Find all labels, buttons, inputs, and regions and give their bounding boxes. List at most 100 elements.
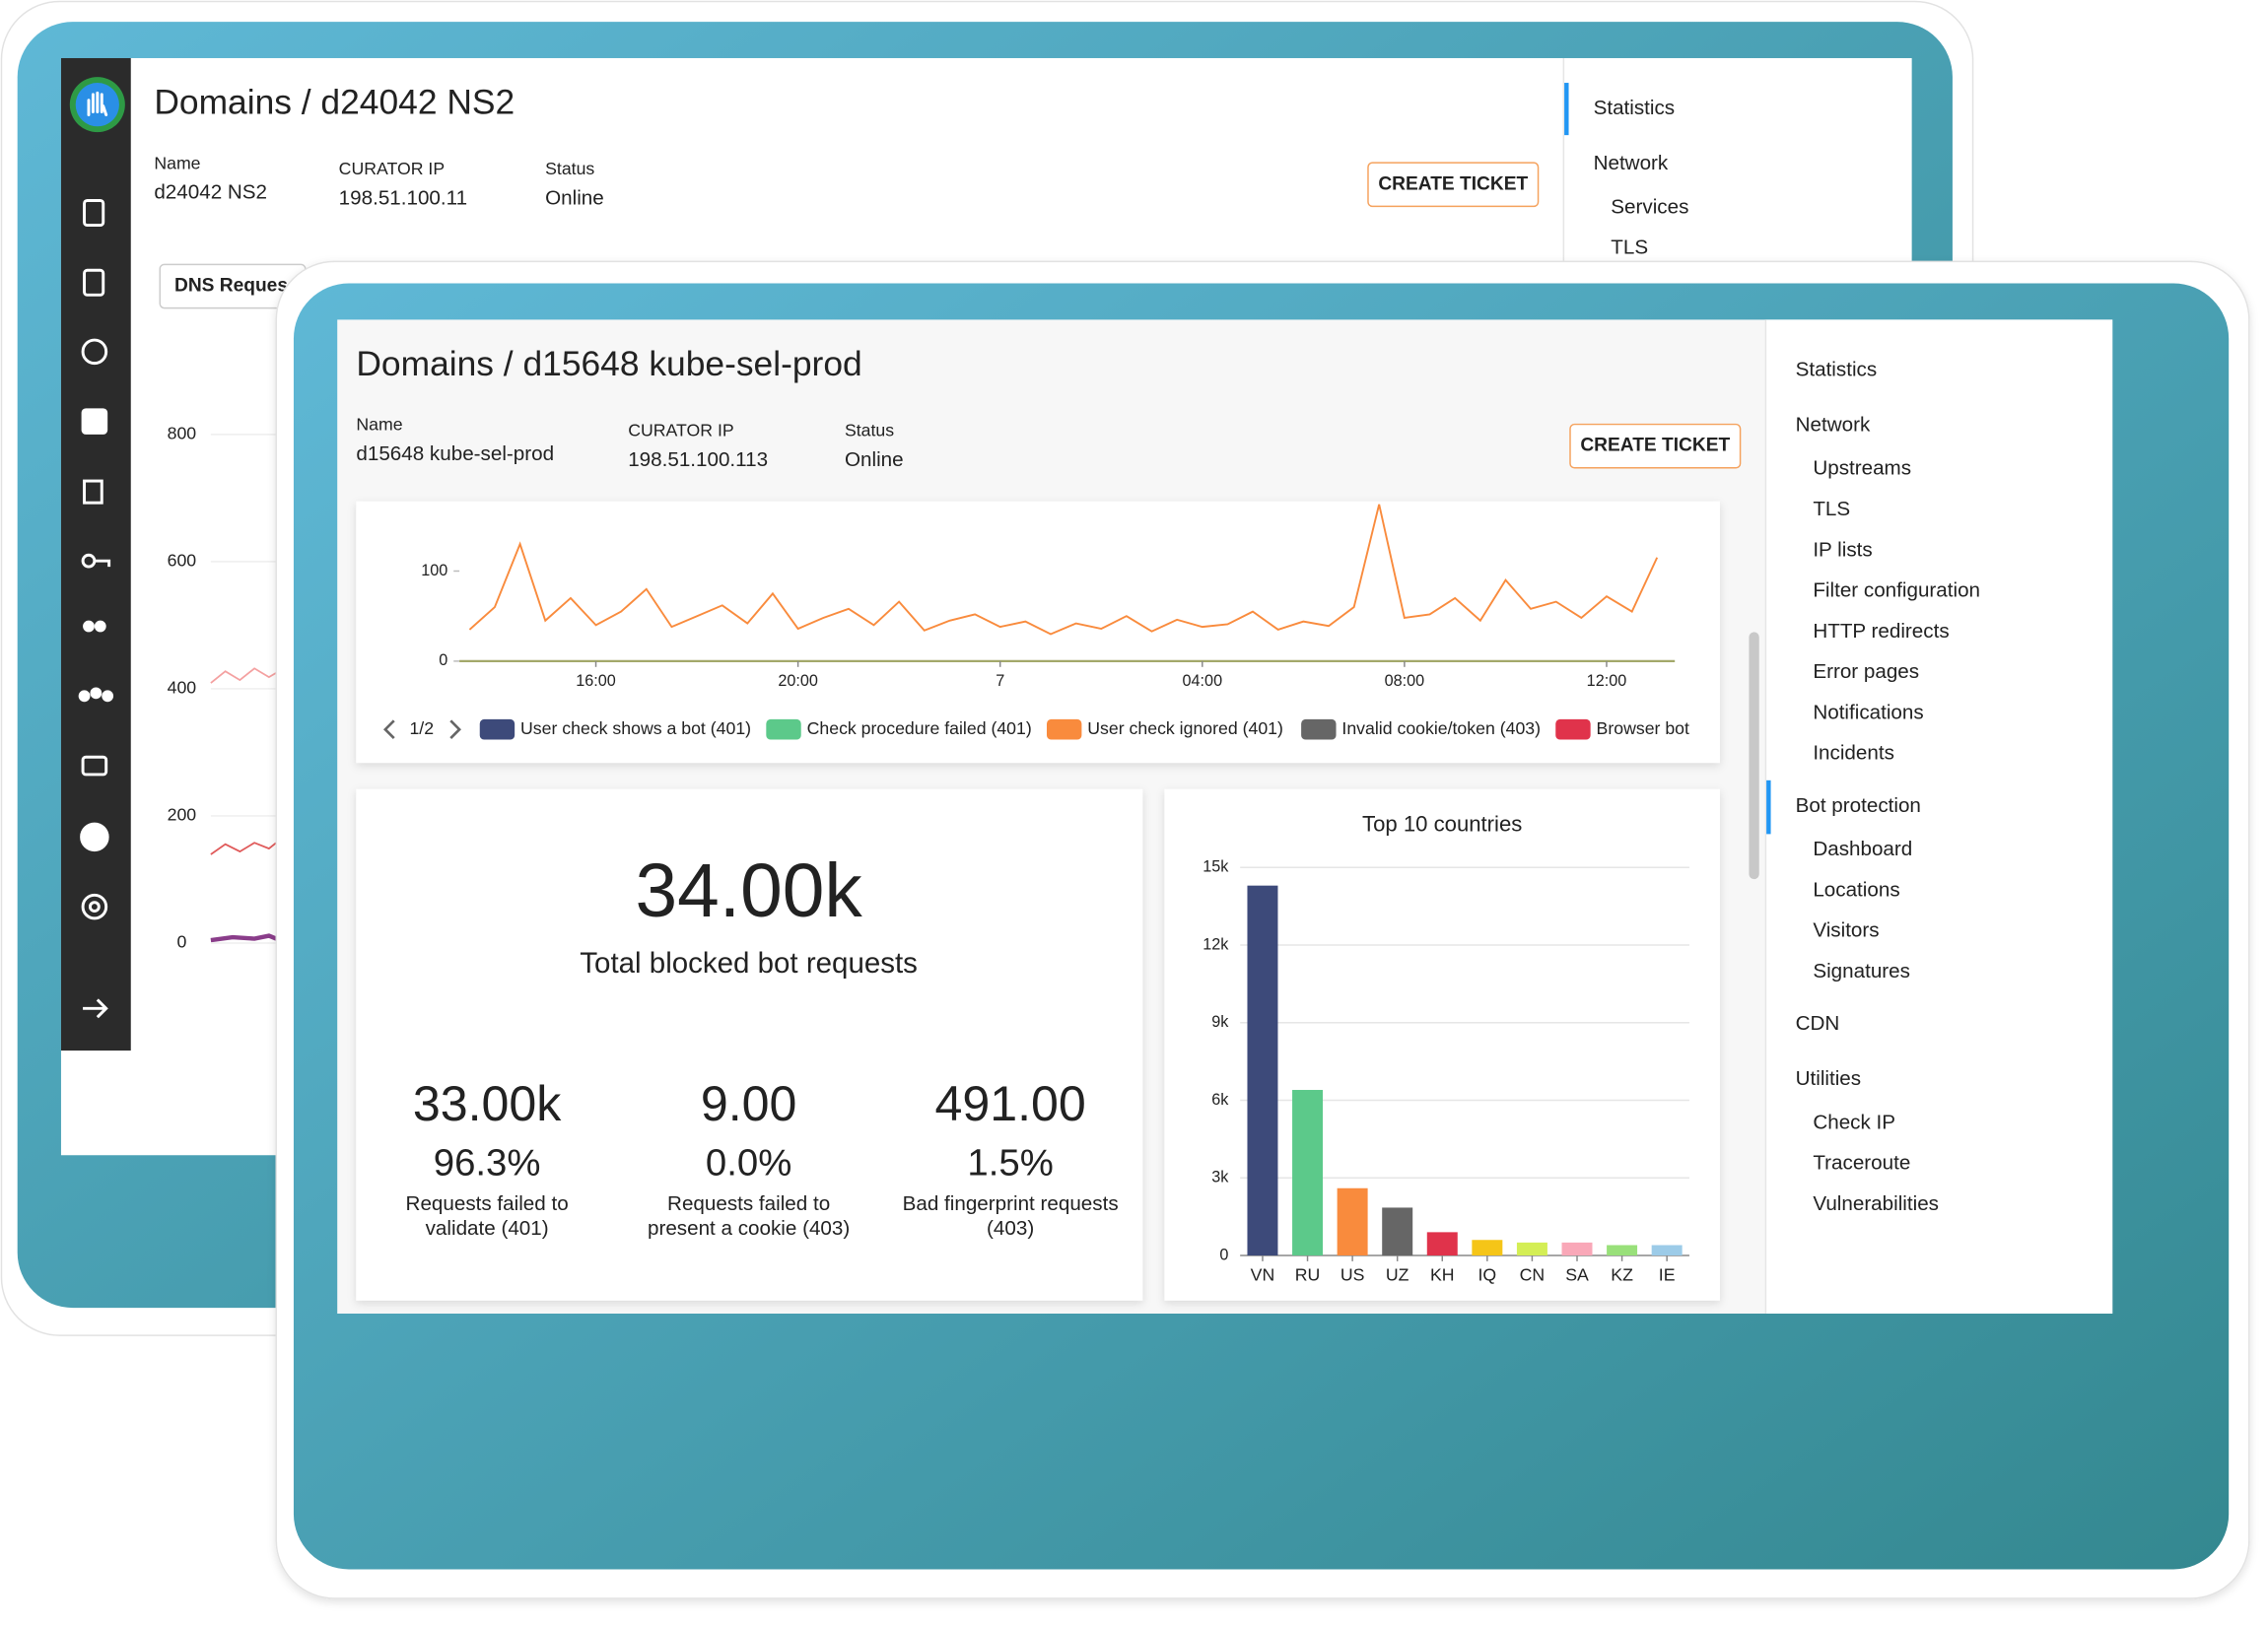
field-value: d24042 NS2 [154, 181, 267, 204]
field-label: Status [545, 159, 594, 178]
nav-item: HTTP redirects [1813, 620, 1949, 643]
y-tick-label: 3k [1211, 1169, 1229, 1186]
nav-item: Utilities [1796, 1067, 1861, 1090]
y-tick-label: 0 [439, 651, 447, 669]
legend-label: User check ignored (401) [1087, 718, 1283, 738]
stat-label: present a cookie (403) [648, 1217, 850, 1240]
legend-label: Check procedure failed (401) [807, 718, 1032, 738]
x-tick-label: UZ [1386, 1264, 1409, 1284]
y-tick-label: 800 [168, 424, 197, 443]
bar [1651, 1245, 1683, 1255]
stat-value: 491.00 [934, 1076, 1085, 1131]
x-tick-label: US [1340, 1264, 1365, 1284]
legend-pager-arrows[interactable] [382, 719, 461, 740]
x-tick-label: RU [1295, 1264, 1321, 1284]
y-tick-label: 9k [1211, 1013, 1229, 1031]
field-label: CURATOR IP [339, 159, 445, 178]
x-tick-label: 08:00 [1385, 672, 1425, 690]
front-nav [1764, 319, 2113, 1314]
x-tick-label: KZ [1611, 1264, 1633, 1284]
y-tick-label: 400 [168, 678, 197, 698]
field-label: Name [356, 415, 402, 435]
back-sidebar [60, 57, 131, 1051]
field-value: 198.51.100.113 [628, 448, 768, 471]
legend-swatch[interactable] [1047, 718, 1082, 740]
back-line-b [210, 842, 277, 855]
y-tick-label: 0 [176, 932, 186, 952]
nav-item: Upstreams [1813, 457, 1911, 480]
field-label: CURATOR IP [628, 421, 733, 440]
front-nav-border [1764, 319, 1767, 1314]
bar [1516, 1242, 1547, 1255]
nav-item: IP lists [1813, 538, 1872, 561]
x-tick-label: IQ [1478, 1264, 1497, 1284]
nav-item: Locations [1813, 878, 1899, 901]
nav-item: Incidents [1813, 742, 1894, 765]
bar [1561, 1242, 1593, 1255]
nav-item: Filter configuration [1813, 579, 1980, 602]
create-ticket-button[interactable] [1367, 162, 1540, 208]
nav-item: TLS [1813, 498, 1850, 520]
create-ticket-button[interactable] [1569, 423, 1742, 469]
legend-swatch[interactable] [1555, 718, 1591, 740]
field-label: Status [845, 421, 894, 440]
y-tick-label: 15k [1203, 858, 1229, 876]
x-tick-label: VN [1251, 1264, 1275, 1284]
back-nav-indicator [1564, 83, 1569, 136]
nav-item: Services [1611, 195, 1688, 218]
y-tick-label: 12k [1203, 935, 1229, 953]
x-tick-label: 12:00 [1587, 672, 1627, 690]
stat-value: 9.00 [701, 1076, 797, 1131]
field-label: Name [154, 153, 200, 172]
y-tick-label: 0 [1219, 1246, 1228, 1263]
stat-label: validate (401) [426, 1217, 549, 1240]
x-tick-label: SA [1565, 1264, 1589, 1284]
bar [1382, 1207, 1413, 1255]
stat-label: Requests failed to [667, 1192, 830, 1215]
x-tick-label: 04:00 [1183, 672, 1223, 690]
legend-swatch[interactable] [766, 718, 801, 740]
legend-label: Browser bot [1597, 718, 1689, 738]
x-tick-label: CN [1520, 1264, 1546, 1284]
back-line-a [210, 667, 277, 684]
field-value: 198.51.100.11 [339, 186, 467, 209]
field-value: Online [545, 186, 604, 209]
stat-label: Bad fingerprint requests [903, 1192, 1119, 1215]
total-label: Total blocked bot requests [580, 947, 918, 980]
y-tick-label: 600 [168, 551, 197, 571]
stat-percent: 1.5% [967, 1142, 1053, 1185]
y-tick-label: 6k [1211, 1091, 1229, 1109]
stat-percent: 96.3% [434, 1142, 541, 1185]
legend-swatch[interactable] [1301, 718, 1337, 740]
summary-card [356, 788, 1143, 1301]
back-line-c [210, 933, 278, 943]
y-tick-label: 200 [168, 805, 197, 825]
total-value: 34.00k [636, 849, 863, 933]
legend-label: User check shows a bot (401) [520, 718, 751, 738]
back-nav-border [1562, 57, 1565, 291]
chart-title: Top 10 countries [1362, 811, 1522, 836]
nav-item: Network [1796, 413, 1871, 436]
field-value: d15648 kube-sel-prod [356, 442, 554, 465]
nav-item: Vulnerabilities [1813, 1192, 1939, 1215]
bar [1607, 1245, 1638, 1255]
front-nav-indicator [1766, 779, 1771, 835]
sidebar-icons [78, 199, 114, 1019]
stat-label: (403) [987, 1217, 1034, 1240]
stat-percent: 0.0% [706, 1142, 791, 1185]
x-tick-label: 20:00 [778, 672, 818, 690]
y-tick-label: 100 [421, 562, 447, 579]
line-series [468, 504, 1659, 636]
nav-item: Bot protection [1796, 794, 1921, 817]
scrollbar[interactable] [1749, 632, 1759, 880]
legend-swatch[interactable] [479, 718, 515, 740]
stat-value: 33.00k [413, 1076, 562, 1131]
x-tick-label: 16:00 [576, 672, 616, 690]
nav-item: Dashboard [1813, 838, 1912, 860]
nav-item: CDN [1796, 1012, 1840, 1035]
nav-item: Notifications [1813, 701, 1923, 723]
x-tick-label: IE [1659, 1264, 1676, 1284]
bar [1426, 1232, 1458, 1255]
